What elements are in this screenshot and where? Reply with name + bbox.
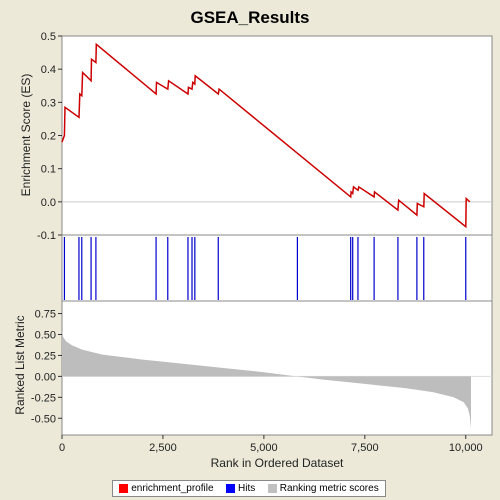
legend-swatch-ranking-metric (267, 484, 277, 493)
x-tick-label: 0 (59, 442, 65, 454)
chart-title: GSEA_Results (190, 8, 309, 27)
es-y-axis-title: Enrichment Score (ES) (19, 74, 33, 197)
hits-panel (61, 234, 493, 302)
es-panel: -0.1 0.0 0.1 0.2 0.3 0.4 0.5 Enrichment Score … (19, 31, 493, 242)
x-tick-label: 10,000 (449, 442, 483, 454)
metric-y-tick-label: 0.50 (35, 330, 56, 342)
es-y-tick-label: 0.3 (41, 97, 56, 109)
ranking-metric-area (62, 330, 471, 430)
x-tick-label: 2,500 (149, 442, 177, 454)
x-tick-label: 7,500 (351, 442, 379, 454)
enrichment-profile-line (61, 42, 471, 229)
es-y-tick-label: 0.0 (41, 197, 56, 209)
metric-y-tick-label: 0.00 (35, 371, 56, 383)
metric-y-tick-label: -0.25 (31, 392, 56, 404)
metric-panel: -0.50 -0.25 0.00 0.25 0.50 0.75 Ranked List M… (13, 300, 493, 436)
es-y-tick-label: 0.4 (41, 64, 56, 76)
legend-label-ranking-metric: Ranking metric scores (279, 483, 379, 494)
es-y-tick-label: -0.1 (37, 230, 56, 242)
legend: enrichment_profile Hits Ranking metric s… (112, 480, 386, 497)
legend-label-enrichment-profile: enrichment_profile (131, 483, 214, 494)
metric-y-tick-label: 0.75 (35, 309, 56, 321)
es-y-tick-label: 0.1 (41, 164, 56, 176)
legend-swatch-enrichment-profile (119, 484, 129, 493)
legend-swatch-hits (226, 484, 236, 493)
x-tick-label: 5,000 (250, 442, 278, 454)
legend-item-ranking-metric: Ranking metric scores (267, 483, 379, 494)
metric-y-tick-label: 0.25 (35, 350, 56, 362)
es-y-tick-label: 0.5 (41, 31, 56, 43)
legend-item-enrichment-profile: enrichment_profile (119, 483, 214, 494)
metric-y-ticks: -0.50 -0.25 0.00 0.25 0.50 0.75 (31, 309, 62, 425)
x-axis-title: Rank in Ordered Dataset (211, 456, 344, 470)
legend-item-hits: Hits (226, 483, 255, 494)
es-plot-area (61, 35, 493, 236)
hits-lines (63, 237, 467, 300)
es-y-tick-label: 0.2 (41, 131, 56, 143)
es-y-ticks: -0.1 0.0 0.1 0.2 0.3 0.4 0.5 (37, 31, 62, 242)
x-ticks: 0 2,500 5,000 7,500 10,000 (59, 435, 483, 454)
metric-y-tick-label: -0.50 (31, 413, 56, 425)
metric-y-axis-title: Ranked List Metric (13, 315, 27, 414)
legend-label-hits: Hits (238, 483, 256, 494)
hits-plot-area (61, 234, 493, 302)
